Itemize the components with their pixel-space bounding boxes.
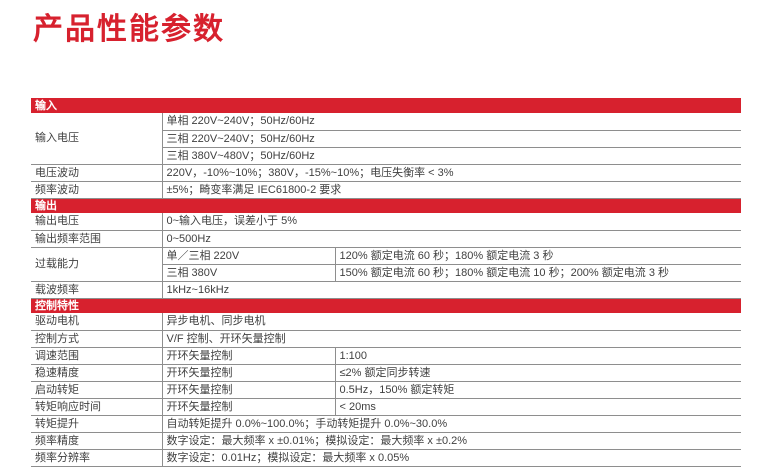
spec-value: 异步电机、同步电机 [161, 313, 741, 331]
table-row: 启动转矩 开环矢量控制 0.5Hz，150% 额定转矩 [31, 381, 741, 399]
spec-row-label: 调速范围 [31, 347, 162, 365]
spec-value: ≤2% 额定同步转速 [334, 364, 741, 382]
spec-mode: 开环矢量控制 [161, 364, 335, 382]
table-row: 输出频率范围 0~500Hz [31, 230, 741, 248]
spec-value: 1kHz~16kHz [161, 281, 741, 299]
section-header-output: 输出 [31, 198, 741, 213]
spec-value: 三相 220V~240V；50Hz/60Hz [161, 130, 741, 148]
spec-mode: 开环矢量控制 [161, 381, 335, 399]
spec-value: 三相 380V~480V；50Hz/60Hz [161, 147, 741, 165]
table-row: 驱动电机 异步电机、同步电机 [31, 313, 741, 331]
table-row: 电压波动 220V，-10%~10%；380V，-15%~10%；电压失衡率 <… [31, 164, 741, 182]
spec-row-label: 频率精度 [31, 432, 162, 450]
section-title: 输出 [31, 198, 741, 213]
spec-table: 输入 输入电压 单相 220V~240V；50Hz/60Hz 三相 220V~2… [31, 98, 741, 467]
spec-row-label: 控制方式 [31, 330, 162, 348]
spec-value: 数字设定：最大频率 x ±0.01%；模拟设定：最大频率 x ±0.2% [161, 432, 741, 450]
spec-value: 150% 额定电流 60 秒；180% 额定电流 10 秒；200% 额定电流 … [334, 264, 741, 282]
spec-condition: 单／三相 220V [161, 247, 335, 265]
table-row: 转矩响应时间 开环矢量控制 < 20ms [31, 398, 741, 416]
table-row: 稳速精度 开环矢量控制 ≤2% 额定同步转速 [31, 364, 741, 382]
spec-row-label: 频率波动 [31, 181, 162, 199]
spec-value: 1:100 [334, 347, 741, 365]
spec-mode: 开环矢量控制 [161, 398, 335, 416]
spec-row-label: 输出电压 [31, 213, 162, 231]
spec-row-label: 输入电压 [31, 113, 162, 165]
section-title: 控制特性 [31, 298, 741, 313]
table-row: 输入电压 单相 220V~240V；50Hz/60Hz [31, 113, 741, 165]
table-row: 三相 380V~480V；50Hz/60Hz [31, 147, 741, 165]
spec-value: 数字设定：0.01Hz；模拟设定：最大频率 x 0.05% [161, 449, 741, 467]
spec-mode: 开环矢量控制 [161, 347, 335, 365]
section-title: 输入 [31, 98, 741, 113]
table-row: 频率分辨率 数字设定：0.01Hz；模拟设定：最大频率 x 0.05% [31, 449, 741, 467]
spec-value: 0~500Hz [161, 230, 741, 248]
table-row: 调速范围 开环矢量控制 1:100 [31, 347, 741, 365]
table-row: 过载能力 单／三相 220V 120% 额定电流 60 秒；180% 额定电流 … [31, 247, 741, 282]
table-row: 载波频率 1kHz~16kHz [31, 281, 741, 299]
table-row: 频率波动 ±5%；畸变率满足 IEC61800-2 要求 [31, 181, 741, 199]
spec-row-label: 过载能力 [31, 247, 162, 282]
spec-row-label: 电压波动 [31, 164, 162, 182]
spec-row-label: 启动转矩 [31, 381, 162, 399]
spec-value: 0.5Hz，150% 额定转矩 [334, 381, 741, 399]
spec-value: 0~输入电压，误差小于 5% [161, 213, 741, 231]
table-row: 三相 380V 150% 额定电流 60 秒；180% 额定电流 10 秒；20… [31, 264, 741, 282]
spec-value: V/F 控制、开环矢量控制 [161, 330, 741, 348]
table-row: 控制方式 V/F 控制、开环矢量控制 [31, 330, 741, 348]
table-row: 频率精度 数字设定：最大频率 x ±0.01%；模拟设定：最大频率 x ±0.2… [31, 432, 741, 450]
table-row: 转矩提升 自动转矩提升 0.0%~100.0%；手动转矩提升 0.0%~30.0… [31, 415, 741, 433]
section-header-control: 控制特性 [31, 298, 741, 313]
spec-row-label: 输出频率范围 [31, 230, 162, 248]
spec-value: 220V，-10%~10%；380V，-15%~10%；电压失衡率 < 3% [161, 164, 741, 182]
spec-row-label: 稳速精度 [31, 364, 162, 382]
section-header-input: 输入 [31, 98, 741, 113]
table-row: 三相 220V~240V；50Hz/60Hz [31, 130, 741, 148]
page-title: 产品性能参数 [33, 13, 225, 46]
spec-value: 单相 220V~240V；50Hz/60Hz [161, 113, 741, 131]
spec-condition: 三相 380V [161, 264, 335, 282]
spec-value: 自动转矩提升 0.0%~100.0%；手动转矩提升 0.0%~30.0% [161, 415, 741, 433]
spec-row-label: 转矩响应时间 [31, 398, 162, 416]
spec-row-label: 驱动电机 [31, 313, 162, 331]
spec-value: ±5%；畸变率满足 IEC61800-2 要求 [161, 181, 741, 199]
spec-value: 120% 额定电流 60 秒；180% 额定电流 3 秒 [334, 247, 741, 265]
table-row: 输出电压 0~输入电压，误差小于 5% [31, 213, 741, 231]
spec-value: < 20ms [334, 398, 741, 416]
spec-row-label: 载波频率 [31, 281, 162, 299]
spec-row-label: 转矩提升 [31, 415, 162, 433]
spec-row-label: 频率分辨率 [31, 449, 162, 467]
